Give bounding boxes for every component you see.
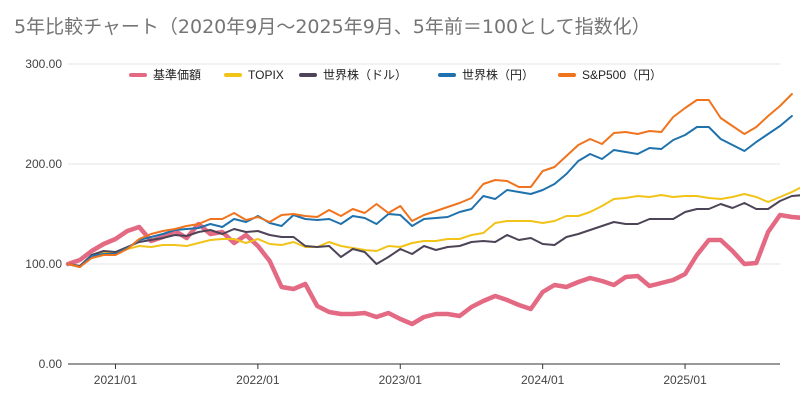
legend-label-2: 世界株（ドル） bbox=[323, 67, 407, 82]
legend: 基準価額 TOPIX 世界株（ドル） 世界株（円） S&P500（円） bbox=[129, 67, 662, 82]
y-tick-label: 300.00 bbox=[25, 57, 62, 71]
legend-label-3: 世界株（円） bbox=[462, 67, 534, 82]
x-tick-label: 2021/01 bbox=[94, 373, 138, 387]
grid-lines bbox=[68, 63, 780, 365]
series-line-0 bbox=[65, 212, 800, 327]
legend-label-0: 基準価額 bbox=[153, 67, 201, 82]
series-line-1 bbox=[67, 186, 800, 268]
series-line-4 bbox=[67, 93, 793, 268]
x-axis-ticks: 2021/01 2022/01 2023/01 2024/01 2025/01 bbox=[94, 364, 707, 387]
x-tick-label: 2022/01 bbox=[236, 373, 280, 387]
legend-label-1: TOPIX bbox=[248, 68, 284, 82]
y-tick-label: 200.00 bbox=[25, 157, 62, 171]
x-tick-label: 2024/01 bbox=[521, 373, 565, 387]
y-tick-label: 0.00 bbox=[39, 357, 63, 371]
chart-title: 5年比較チャート（2020年9月～2025年9月、5年前＝100として指数化） bbox=[14, 16, 651, 38]
legend-label-4: S&P500（円） bbox=[582, 68, 662, 82]
y-tick-label: 100.00 bbox=[25, 257, 62, 271]
x-tick-label: 2025/01 bbox=[663, 373, 707, 387]
y-axis-ticks: 0.00 100.00 200.00 300.00 bbox=[25, 57, 62, 371]
plot-area bbox=[65, 93, 800, 327]
series-line-2 bbox=[67, 194, 800, 267]
series-line-3 bbox=[67, 115, 793, 268]
x-tick-label: 2023/01 bbox=[379, 373, 423, 387]
